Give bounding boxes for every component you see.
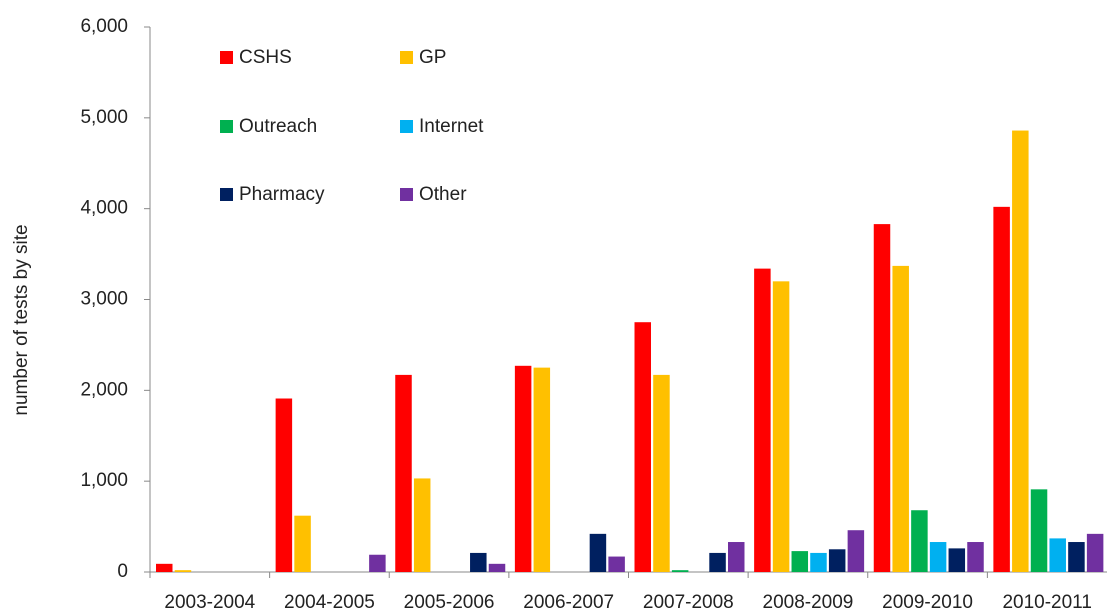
bar bbox=[810, 552, 827, 572]
legend-label: Internet bbox=[419, 116, 484, 137]
bar bbox=[892, 265, 909, 572]
bar bbox=[847, 530, 865, 572]
x-tick-label: 2007-2008 bbox=[643, 592, 734, 613]
y-tick-label: 5,000 bbox=[80, 107, 128, 128]
legend-swatch bbox=[400, 51, 413, 64]
bar bbox=[413, 478, 431, 572]
bar bbox=[1086, 533, 1104, 572]
x-tick-label: 2010-2011 bbox=[1002, 592, 1091, 613]
legend-swatch bbox=[400, 188, 413, 201]
legend-label: Other bbox=[419, 184, 467, 205]
x-tick-label: 2004-2005 bbox=[284, 592, 375, 613]
legend-swatch bbox=[220, 188, 233, 201]
bar bbox=[1068, 542, 1085, 572]
bar bbox=[369, 554, 386, 572]
bar bbox=[754, 268, 771, 572]
bar bbox=[174, 570, 192, 572]
bar bbox=[533, 367, 551, 572]
bar bbox=[1030, 489, 1048, 572]
bar bbox=[967, 542, 984, 572]
y-tick-label: 0 bbox=[117, 561, 128, 582]
x-tick-label: 2003-2004 bbox=[164, 592, 255, 613]
x-tick-label: 2006-2007 bbox=[523, 592, 614, 613]
y-axis-label: number of tests by site bbox=[11, 224, 32, 415]
bar bbox=[993, 206, 1010, 572]
legend-label: Outreach bbox=[239, 116, 317, 137]
x-tick-label: 2005-2006 bbox=[404, 592, 495, 613]
legend-label: Pharmacy bbox=[239, 184, 325, 205]
bar bbox=[929, 542, 947, 572]
bar bbox=[514, 365, 532, 572]
bar bbox=[1049, 538, 1066, 572]
bar bbox=[589, 533, 607, 572]
bar bbox=[709, 552, 726, 572]
bar bbox=[772, 281, 790, 572]
y-tick-label: 4,000 bbox=[80, 198, 128, 219]
bar bbox=[488, 563, 506, 572]
bar bbox=[608, 556, 625, 572]
bar bbox=[911, 510, 928, 572]
bar bbox=[294, 515, 311, 572]
bar bbox=[948, 548, 966, 572]
y-tick-label: 3,000 bbox=[80, 289, 128, 310]
y-tick-label: 2,000 bbox=[80, 379, 128, 400]
legend-label: GP bbox=[419, 47, 446, 68]
bar bbox=[275, 398, 293, 572]
legend-label: CSHS bbox=[239, 47, 292, 68]
bar bbox=[1012, 130, 1029, 573]
legend-swatch bbox=[220, 51, 233, 64]
x-tick-label: 2008-2009 bbox=[763, 592, 854, 613]
x-tick-label: 2009-2010 bbox=[882, 592, 973, 613]
bar bbox=[791, 551, 809, 572]
bar bbox=[728, 542, 745, 572]
legend-swatch bbox=[400, 120, 413, 133]
bar bbox=[653, 374, 670, 572]
bar bbox=[395, 374, 412, 572]
y-tick-label: 6,000 bbox=[80, 16, 128, 37]
legend-swatch bbox=[220, 120, 233, 133]
bar bbox=[156, 563, 173, 572]
bar bbox=[634, 322, 651, 572]
bar bbox=[828, 549, 846, 572]
bar bbox=[671, 570, 689, 572]
y-tick-label: 1,000 bbox=[80, 470, 128, 491]
bar bbox=[873, 224, 891, 572]
bar bbox=[470, 552, 487, 572]
